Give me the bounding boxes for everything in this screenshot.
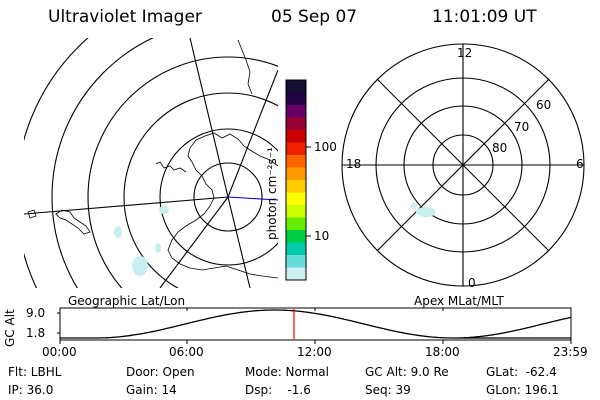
date-label: 05 Sep 07 <box>271 7 358 27</box>
colorbar-frame <box>285 79 307 281</box>
lat-circle-1 <box>193 162 263 232</box>
colorbar-segment <box>286 142 306 156</box>
status-glon: GLon: 196.1 <box>486 383 559 397</box>
status-glat: GLat: -62.4 <box>486 365 557 379</box>
colorbar-tick-label-100: 100 <box>314 140 337 154</box>
status-door: Door: Open <box>126 365 195 379</box>
lat-circle-3 <box>123 92 278 288</box>
instrument-title: Ultraviolet Imager <box>48 7 202 27</box>
colorbar-segment <box>286 155 306 168</box>
status-seq: Seq: 39 <box>365 383 411 397</box>
antarctica-coastline <box>167 132 278 279</box>
lon-line <box>24 196 229 215</box>
alt-ytick-1-8: 1.8 <box>26 326 46 340</box>
alt-xtick-00: 00:00 <box>42 345 77 359</box>
left-aurora-patches <box>114 206 169 276</box>
lon-line <box>159 196 229 288</box>
right-aurora-patches <box>410 203 436 217</box>
colorbar-segment <box>286 192 306 206</box>
alt-ylabel: GC Alt <box>3 309 17 347</box>
status-filter: Flt: LBHL <box>8 365 62 379</box>
colorbar-segment <box>286 180 306 193</box>
mlt-diagonal <box>376 78 550 252</box>
mlt-label-6: 6 <box>576 157 584 171</box>
mlt-label-0: 0 <box>468 276 476 290</box>
antarctic-peninsula <box>155 161 187 173</box>
alt-ytick-9: 9.0 <box>26 306 46 320</box>
island <box>27 209 37 219</box>
status-gain: Gain: 14 <box>126 383 177 397</box>
lon-line <box>227 196 251 288</box>
lon-line <box>227 69 278 198</box>
colorbar-segment <box>286 205 306 218</box>
left-map-label: Geographic Lat/Lon <box>68 294 186 308</box>
colorbar-segment <box>286 267 306 281</box>
colorbar-tick-label-10: 10 <box>314 229 330 243</box>
colorbar-unit-label: photon cm⁻²s⁻¹ <box>265 147 279 240</box>
time-label: 11:01:09 UT <box>432 7 537 27</box>
colorbar-segment <box>286 117 306 131</box>
right-map-label: Apex MLat/MLT <box>414 294 504 308</box>
lat-circle-4 <box>87 56 278 288</box>
mlt-label-12: 12 <box>457 46 473 60</box>
mlat-label-70: 70 <box>514 120 530 134</box>
geographic-map <box>24 38 278 288</box>
status-gc-alt: GC Alt: 9.0 Re <box>365 365 449 379</box>
alt-xticks <box>59 308 572 344</box>
colorbar-segment <box>286 130 306 143</box>
colorbar-segment <box>286 105 306 118</box>
mlt-label-18: 18 <box>346 157 362 171</box>
alt-xtick-12: 12:00 <box>297 345 332 359</box>
alt-xtick-18: 18:00 <box>425 345 460 359</box>
mlat-label-80: 80 <box>492 141 508 155</box>
alt-xtick-06: 06:00 <box>169 345 204 359</box>
alt-xtick-2359: 23:59 <box>553 345 588 359</box>
coast-north <box>237 39 253 95</box>
south-america-tip <box>55 209 91 235</box>
colorbar <box>286 80 306 281</box>
lat-circle-2 <box>159 128 278 266</box>
mlat-label-60: 60 <box>536 98 552 112</box>
colorbar-segment <box>286 242 306 256</box>
colorbar-segment <box>286 255 306 268</box>
lat-circle-5 <box>51 38 154 288</box>
status-mode: Mode: Normal <box>245 365 329 379</box>
altitude-curve <box>60 309 572 339</box>
status-dsp: Dsp: -1.6 <box>245 383 311 397</box>
colorbar-segment <box>286 217 306 231</box>
colorbar-segment <box>286 167 306 181</box>
colorbar-segment <box>286 230 306 243</box>
altitude-plot <box>57 307 572 344</box>
status-ip: IP: 36.0 <box>8 383 54 397</box>
lon-line <box>189 38 229 198</box>
terminator-line <box>227 196 278 201</box>
mlt-polar-plot <box>341 43 585 287</box>
colorbar-segment <box>286 92 306 106</box>
colorbar-segment <box>286 80 306 93</box>
